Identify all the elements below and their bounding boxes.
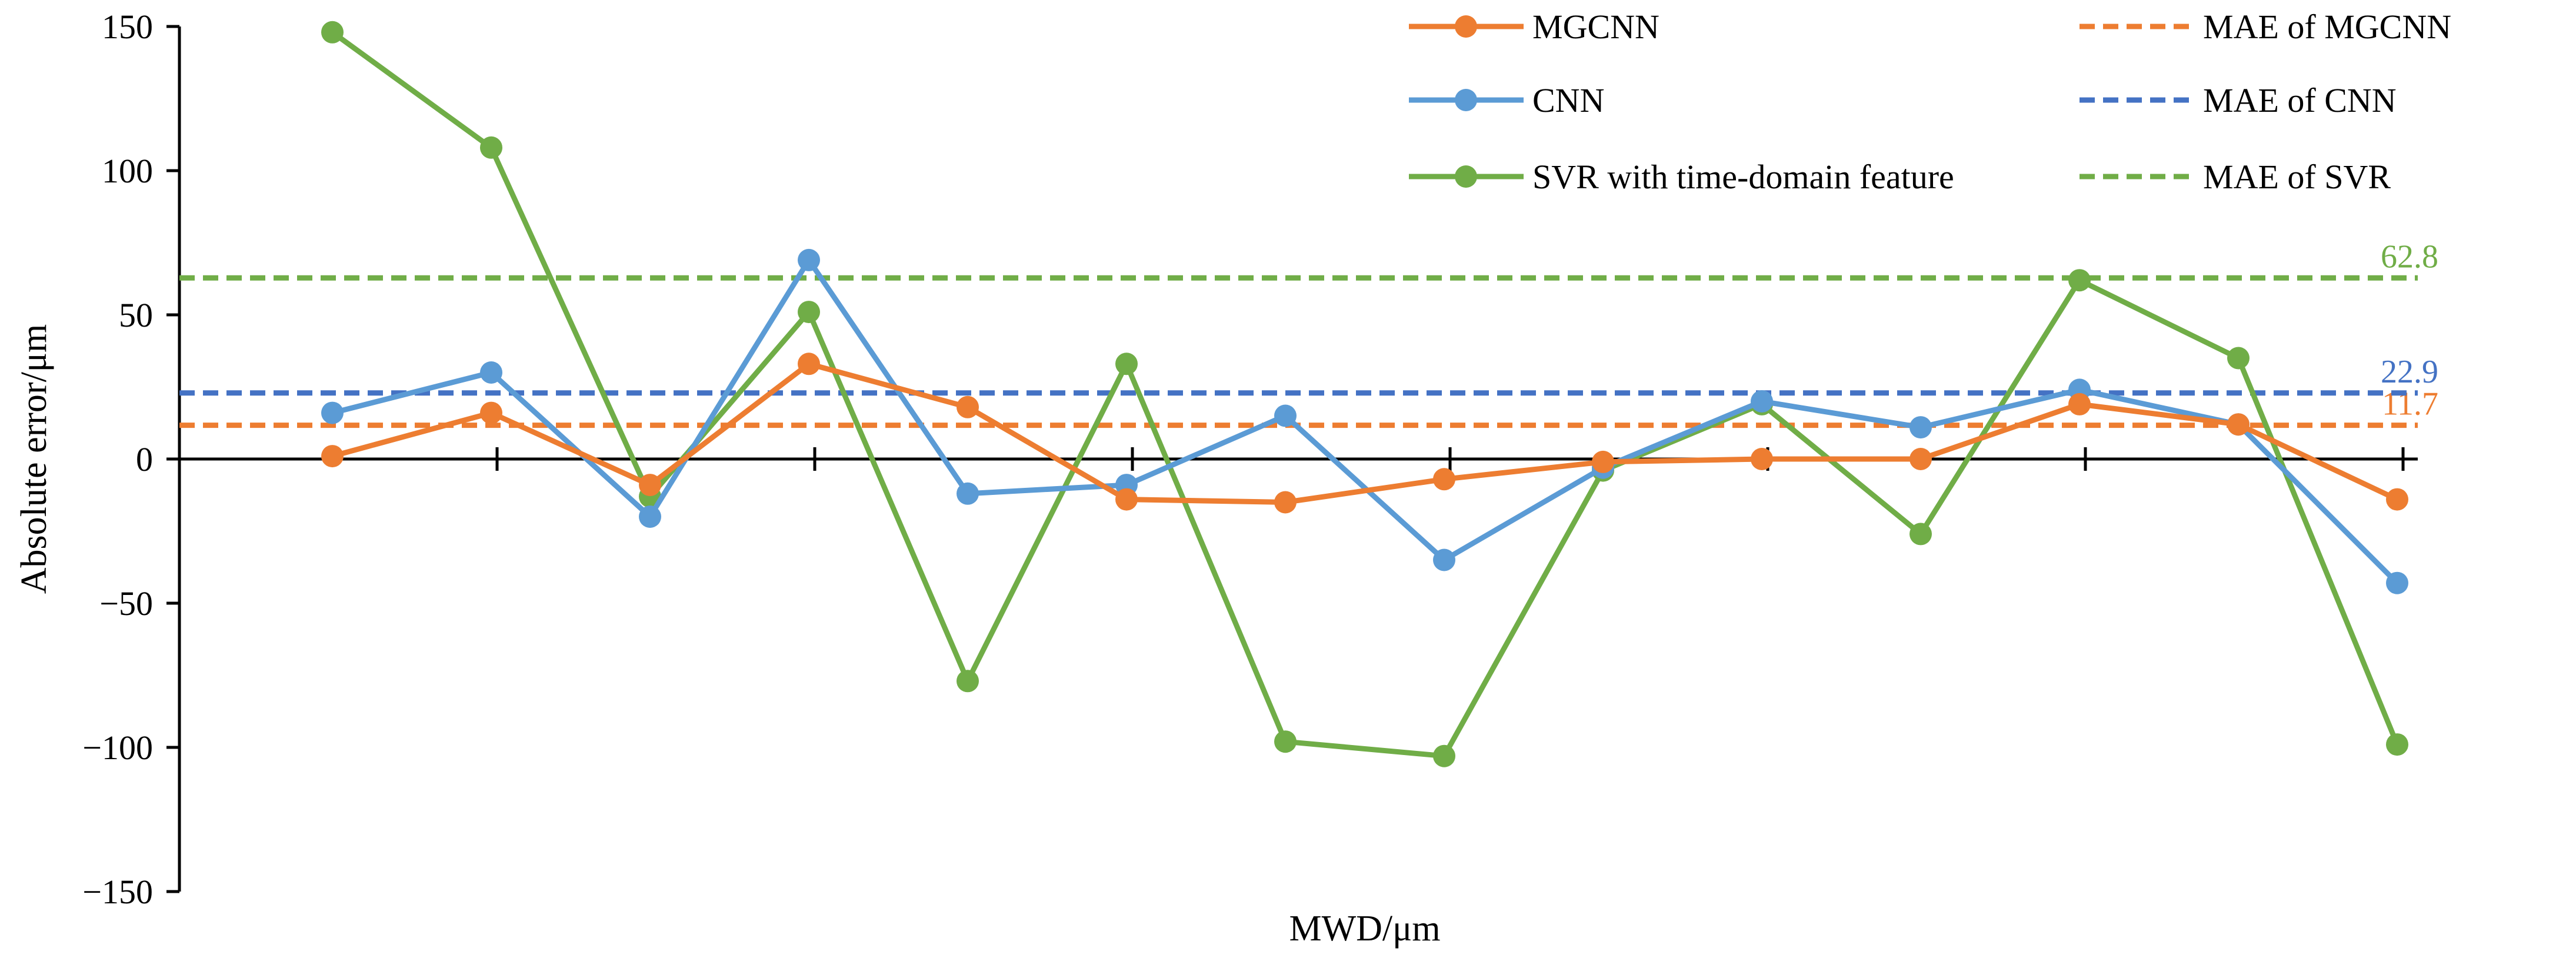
legend-label: CNN <box>1532 81 1604 119</box>
data-point <box>2386 571 2408 594</box>
data-point <box>1909 416 1932 439</box>
mae-value-label: 62.8 <box>2381 238 2438 275</box>
y-tick-label: 0 <box>136 440 153 478</box>
data-point <box>639 474 661 497</box>
data-point <box>1433 548 1455 571</box>
data-point <box>1274 404 1297 427</box>
x-axis-title: MWD/μm <box>1289 909 1440 949</box>
data-point <box>1909 523 1932 546</box>
data-point <box>321 445 344 468</box>
data-point <box>480 136 502 159</box>
data-series <box>321 21 2408 767</box>
mae-value-label: 22.9 <box>2381 354 2438 390</box>
data-point <box>2386 488 2408 511</box>
y-tick-label: 50 <box>119 296 153 334</box>
y-axis-title: Absolute error/μm <box>14 324 54 594</box>
data-point <box>798 353 820 375</box>
data-point <box>321 21 344 44</box>
data-point <box>957 482 979 505</box>
data-point <box>1909 448 1932 470</box>
series-line <box>331 361 2398 505</box>
legend-label: MGCNN <box>1532 8 1659 46</box>
data-point <box>2227 413 2250 436</box>
data-point <box>1115 488 1138 511</box>
mae-value-label: 11.7 <box>2382 386 2438 423</box>
data-point <box>1751 448 1773 470</box>
data-point <box>639 506 661 528</box>
axes: 150 100 50 0 −50 −100 −150 <box>82 8 2418 911</box>
data-point <box>957 395 979 418</box>
data-point <box>1751 390 1773 413</box>
legend-swatch-marker <box>1455 15 1477 38</box>
legend-label: MAE of MGCNN <box>2203 8 2451 46</box>
y-tick-label: −150 <box>82 873 153 911</box>
data-point <box>1592 450 1614 473</box>
data-point <box>2068 269 2091 292</box>
legend-label: SVR with time-domain feature <box>1532 158 1954 196</box>
data-point <box>2227 347 2250 370</box>
y-tick-label: −50 <box>99 584 153 623</box>
data-point <box>1433 468 1455 491</box>
data-point <box>321 401 344 424</box>
legend-label: MAE of CNN <box>2203 81 2397 119</box>
data-point <box>1274 491 1297 514</box>
legend-swatch-marker <box>1455 89 1477 111</box>
axis-labels: MWD/μm Absolute error/μm <box>14 324 1441 949</box>
data-point <box>2386 733 2408 756</box>
data-point <box>1433 744 1455 767</box>
y-tick-label: 150 <box>102 8 153 46</box>
data-point <box>480 401 502 424</box>
series-line <box>331 257 2400 585</box>
data-point <box>1115 353 1138 375</box>
data-point <box>798 301 820 324</box>
legend-label: MAE of SVR <box>2203 158 2391 196</box>
data-point <box>957 670 979 693</box>
legend-swatch-marker <box>1455 165 1477 188</box>
y-tick-label: 100 <box>102 152 153 190</box>
data-point <box>1274 730 1297 753</box>
legend: MGCNN CNN SVR with time-domain feature MAE … <box>1409 8 2451 196</box>
data-point <box>2068 393 2091 415</box>
data-point <box>798 248 820 271</box>
data-point <box>480 361 502 384</box>
y-tick-label: −100 <box>82 729 153 767</box>
